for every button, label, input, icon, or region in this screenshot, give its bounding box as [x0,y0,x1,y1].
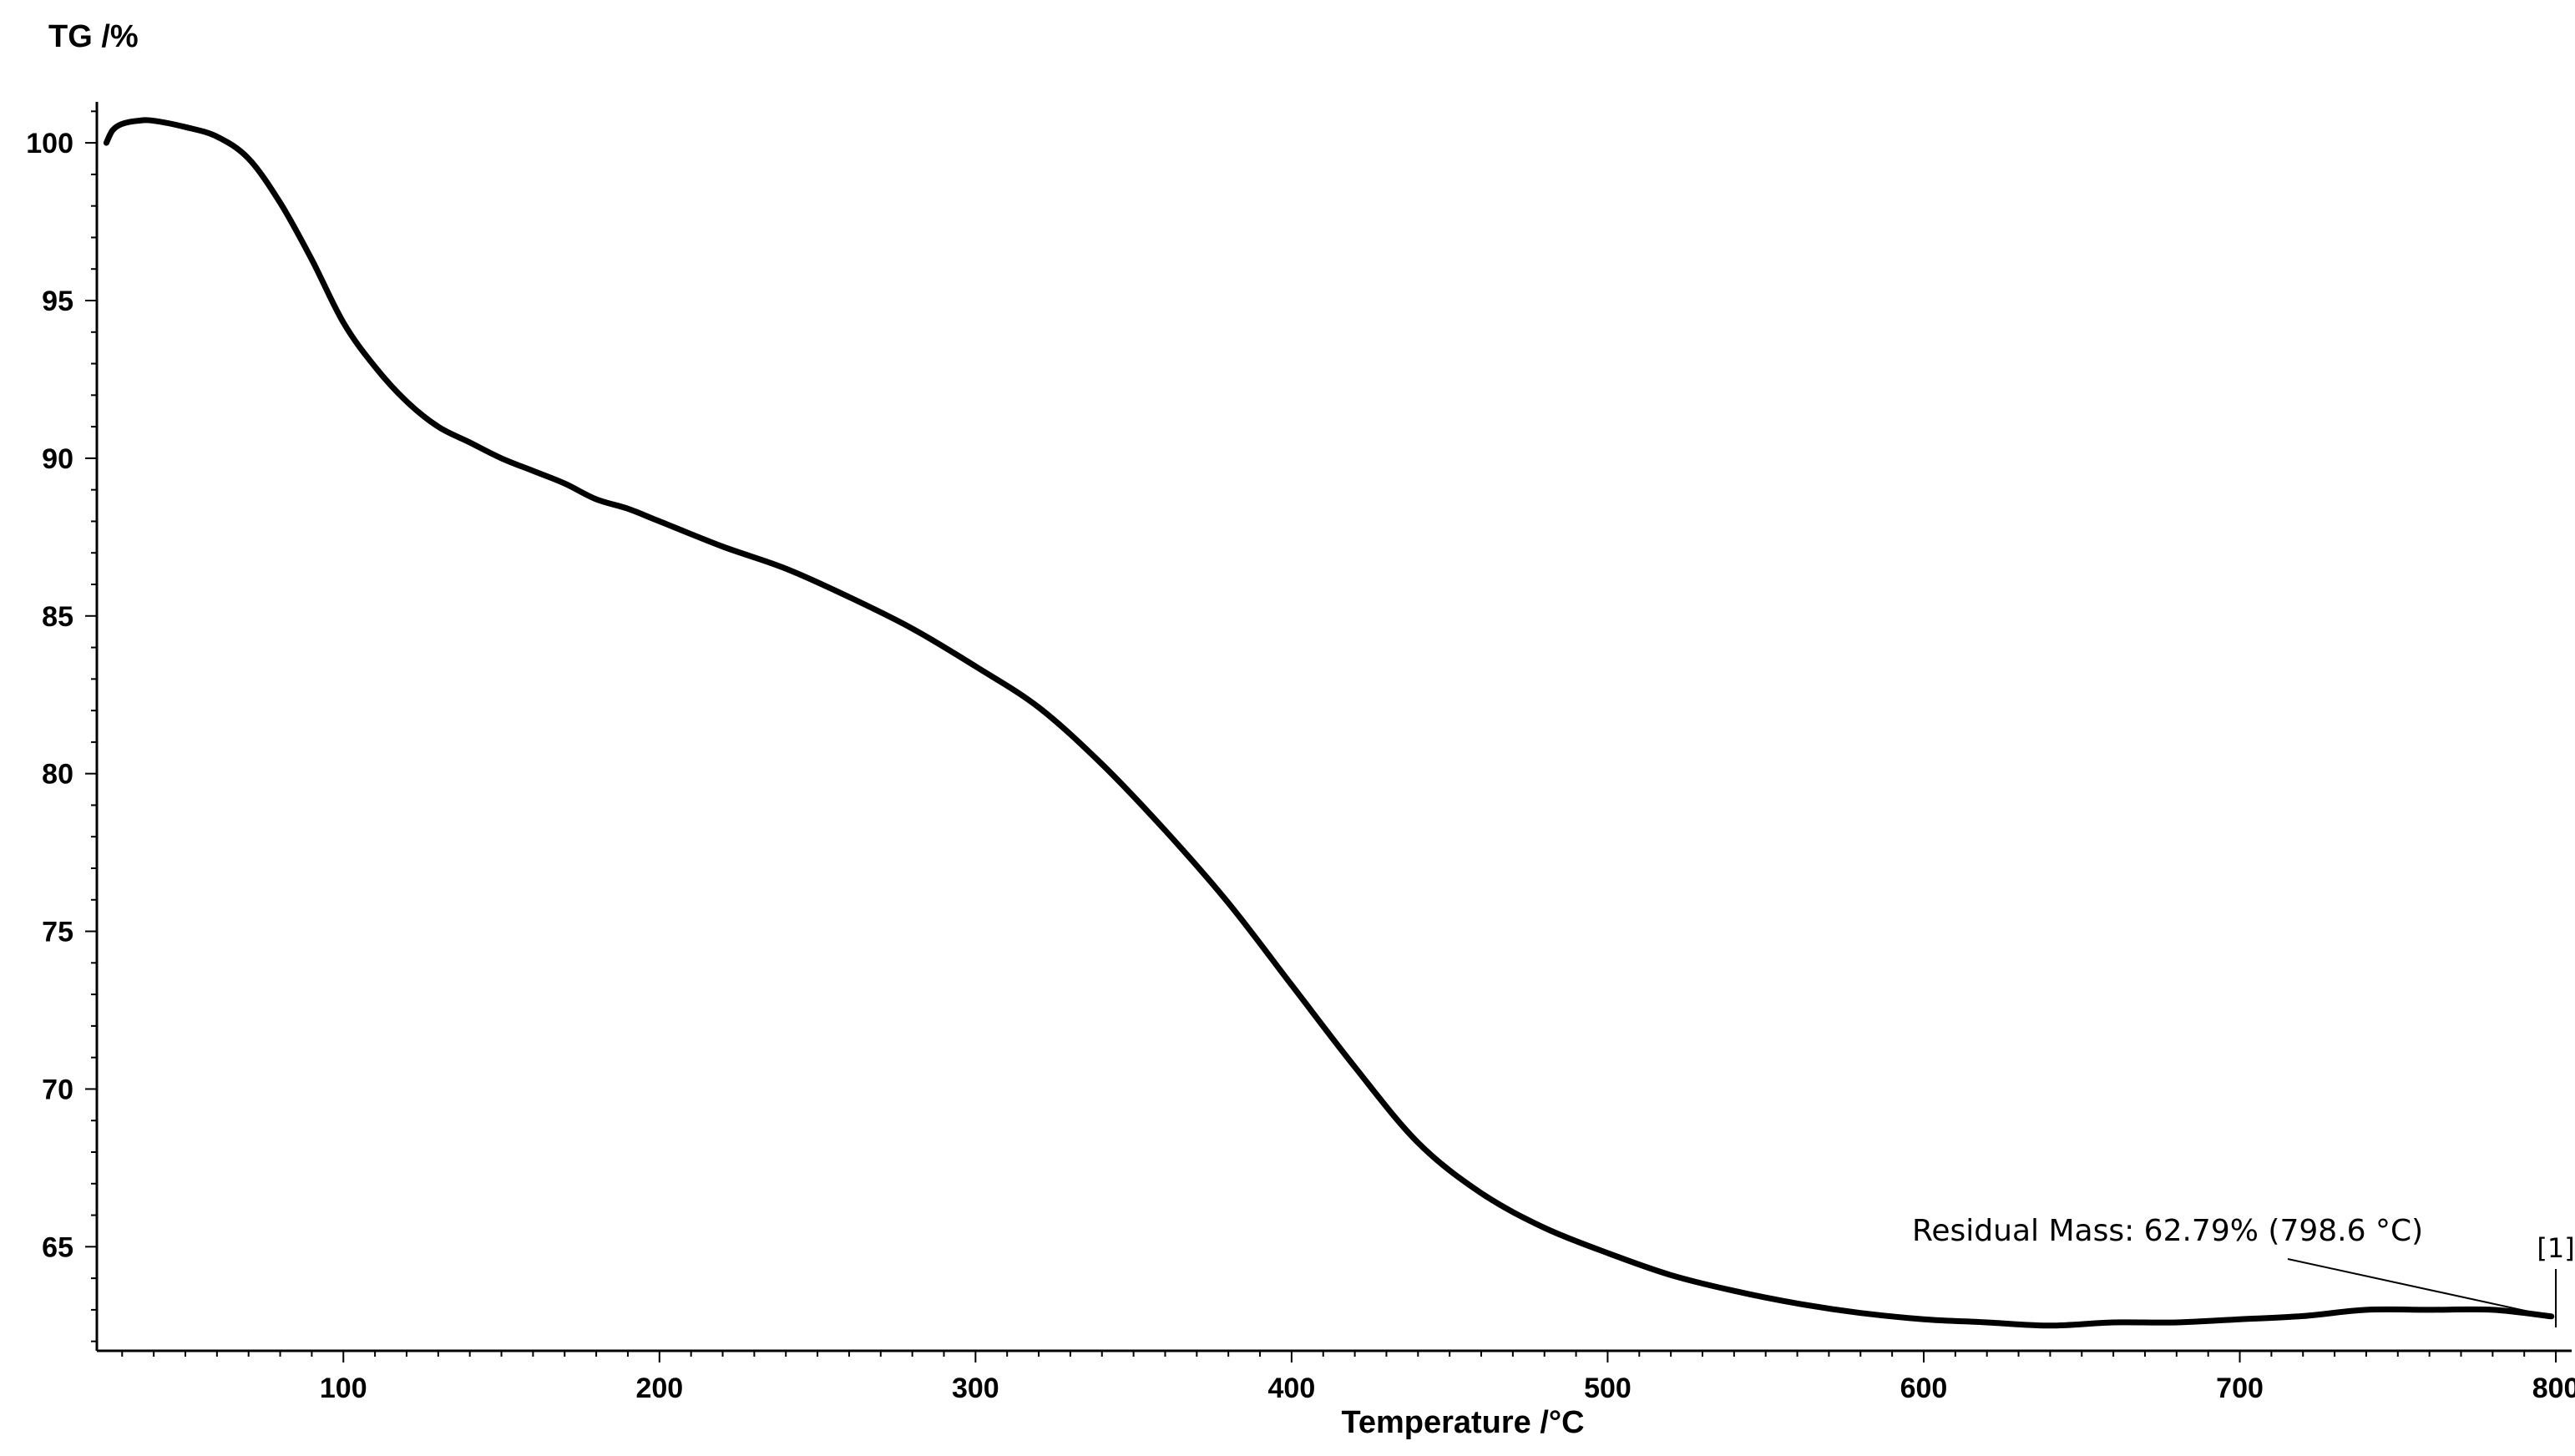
y-axis-ticks: 65 70 75 80 85 90 95 100 [26,110,97,1342]
residual-mass-annotation: Residual Mass: 62.79% (798.6 °C) [1] [1912,1214,2575,1327]
y-tick-label: 90 [42,443,73,475]
x-axis-title: Temperature /°C [1341,1405,1584,1440]
tg-curve-series [103,117,2555,1329]
y-axis-title: TG /% [48,19,139,54]
residual-mass-label: Residual Mass: 62.79% (798.6 °C) [1912,1214,2423,1248]
x-tick-label: 700 [2216,1373,2264,1404]
y-tick-label: 75 [42,917,73,948]
x-tick-label: 100 [320,1373,367,1404]
y-tick-label: 70 [42,1074,73,1105]
x-tick-label: 600 [1900,1373,1948,1404]
y-tick-label: 65 [42,1231,73,1263]
y-tick-label: 95 [42,286,73,317]
y-tick-label: 100 [26,128,73,159]
x-tick-label: 400 [1268,1373,1316,1404]
y-tick-label: 80 [42,759,73,791]
x-tick-label: 300 [952,1373,999,1404]
annotation-leader-line [2287,1258,2552,1317]
y-tick-label: 85 [42,601,73,633]
plot-area: 100 200 300 400 500 600 700 800 65 70 75 80 85 90 95 1… [26,102,2575,1404]
x-tick-label: 200 [635,1373,683,1404]
x-tick-label: 500 [1584,1373,1632,1404]
marker-label: [1] [2537,1232,2574,1264]
x-axis-ticks: 100 200 300 400 500 600 700 800 [121,1351,2575,1404]
x-tick-label: 800 [2532,1373,2575,1404]
